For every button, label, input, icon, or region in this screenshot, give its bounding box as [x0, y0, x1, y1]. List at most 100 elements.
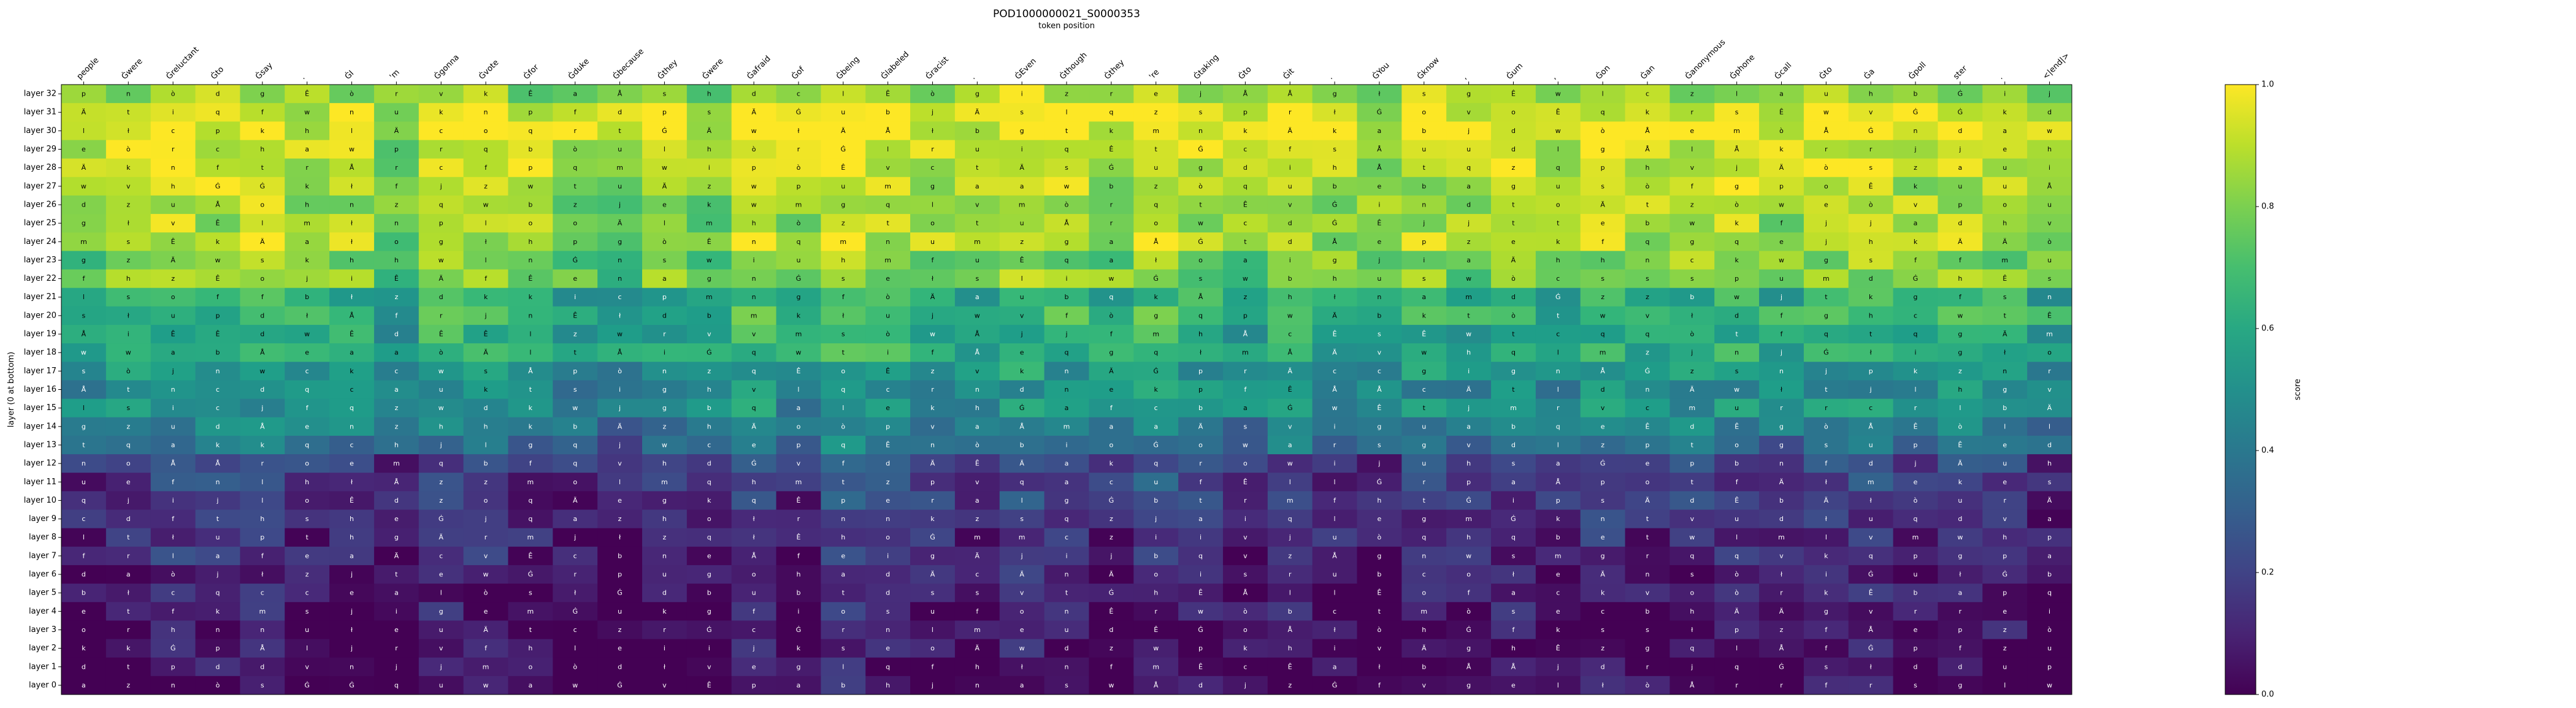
- heatmap-cell: [285, 85, 330, 104]
- heatmap-cell: [1446, 417, 1492, 436]
- cell-annotation: c: [1601, 607, 1604, 615]
- heatmap-cell: [910, 140, 956, 159]
- cell-annotation: e: [707, 552, 711, 560]
- heatmap-cell: [1803, 362, 1849, 381]
- heatmap-cell: [1401, 657, 1447, 677]
- cell-annotation: Ġ: [1019, 404, 1025, 412]
- heatmap-cell: [1848, 306, 1894, 325]
- cell-annotation: p: [1690, 460, 1694, 468]
- x-tick-label: Ġthough: [1057, 50, 1089, 82]
- heatmap-cell: [1938, 287, 1983, 307]
- heatmap-cell: [1759, 343, 1804, 362]
- heatmap-cell: [1803, 85, 1849, 104]
- cell-annotation: d: [1511, 293, 1516, 301]
- cell-annotation: b: [1020, 441, 1024, 449]
- cell-annotation: o: [2047, 349, 2052, 357]
- heatmap-cell: [1893, 676, 1938, 695]
- cell-annotation: k: [1779, 145, 1784, 153]
- cell-annotation: l: [842, 90, 844, 98]
- heatmap-cell: [1982, 528, 2028, 547]
- heatmap-cell: [954, 435, 1000, 455]
- heatmap-cell: [553, 584, 598, 603]
- cell-annotation: Ê: [1914, 422, 1918, 430]
- cell-annotation: u: [618, 607, 622, 615]
- cell-annotation: g: [439, 238, 443, 246]
- cell-annotation: o: [1198, 441, 1203, 449]
- cell-annotation: f: [932, 349, 935, 357]
- heatmap-cell: [1357, 121, 1402, 140]
- cell-annotation: Ä: [82, 108, 86, 116]
- heatmap-cell: [463, 435, 508, 455]
- heatmap-cell: [2027, 269, 2072, 289]
- heatmap-cell: [686, 509, 732, 529]
- heatmap-cell: [1982, 343, 2028, 362]
- cell-annotation: d: [394, 497, 399, 504]
- cell-annotation: o: [1109, 441, 1113, 449]
- cell-annotation: f: [1691, 182, 1694, 190]
- heatmap-cell: [910, 491, 956, 510]
- heatmap-cell: [686, 140, 732, 159]
- heatmap-cell: [1401, 491, 1447, 510]
- cell-annotation: v: [126, 182, 131, 190]
- heatmap-cell: [686, 158, 732, 178]
- cell-annotation: w: [1332, 404, 1338, 412]
- cell-annotation: Ä: [751, 422, 756, 430]
- cell-annotation: g: [1422, 441, 1426, 449]
- cell-annotation: p: [215, 311, 220, 319]
- cell-annotation: Ä: [82, 164, 86, 172]
- heatmap-cell: [910, 398, 956, 418]
- cell-annotation: i: [2004, 90, 2006, 98]
- cell-annotation: m: [1555, 552, 1562, 560]
- heatmap-cell: [1938, 85, 1983, 104]
- heatmap-cell: [1714, 546, 1760, 566]
- cell-annotation: u: [1735, 515, 1739, 523]
- heatmap-cell: [910, 324, 956, 344]
- cell-annotation: m: [259, 607, 266, 615]
- heatmap-cell: [61, 473, 107, 492]
- heatmap-cell: [1133, 306, 1179, 325]
- cell-annotation: i: [574, 293, 576, 301]
- cell-annotation: r: [261, 460, 264, 468]
- heatmap-cell: [731, 602, 777, 621]
- heatmap-cell: [821, 639, 866, 658]
- heatmap-cell: [1714, 232, 1760, 251]
- heatmap-cell: [1446, 398, 1492, 418]
- heatmap-cell: [285, 435, 330, 455]
- cell-annotation: ł: [351, 182, 353, 190]
- colorbar-tick-label: 0.6: [2261, 324, 2274, 333]
- heatmap-cell: [105, 639, 151, 658]
- heatmap-cell: [1982, 306, 2028, 325]
- cell-annotation: v: [707, 663, 711, 671]
- heatmap-cell: [1491, 435, 1536, 455]
- cell-annotation: q: [707, 478, 711, 486]
- heatmap-cell: [1938, 158, 1983, 178]
- cell-annotation: g: [618, 238, 622, 246]
- cell-annotation: h: [752, 219, 756, 227]
- cell-annotation: a: [1511, 589, 1516, 597]
- cell-annotation: m: [1465, 293, 1472, 301]
- heatmap-cell: [1401, 676, 1447, 695]
- cell-annotation: q: [573, 460, 577, 468]
- heatmap-cell: [1848, 121, 1894, 140]
- cell-annotation: b: [1154, 497, 1158, 504]
- cell-annotation: Ä: [1332, 349, 1337, 357]
- cell-annotation: m: [1823, 275, 1830, 283]
- heatmap-cell: [1044, 140, 1089, 159]
- heatmap-cell: [731, 362, 777, 381]
- cell-annotation: c: [752, 626, 756, 634]
- cell-annotation: k: [1110, 127, 1114, 135]
- heatmap-cell: [1312, 177, 1357, 196]
- heatmap-cell: [1267, 435, 1313, 455]
- cell-annotation: u: [1020, 293, 1024, 301]
- y-tick-label: layer 29: [24, 145, 56, 154]
- heatmap-cell: [1222, 232, 1268, 251]
- heatmap-cell: [1848, 269, 1894, 289]
- cell-annotation: ł: [1781, 571, 1783, 579]
- heatmap-cell: [2027, 158, 2072, 178]
- cell-annotation: Ġ: [1958, 90, 1963, 98]
- heatmap-cell: [1401, 121, 1447, 140]
- heatmap-cell: [1982, 565, 2028, 584]
- cell-annotation: i: [708, 644, 710, 652]
- cell-annotation: k: [662, 607, 667, 615]
- cell-annotation: i: [664, 349, 665, 357]
